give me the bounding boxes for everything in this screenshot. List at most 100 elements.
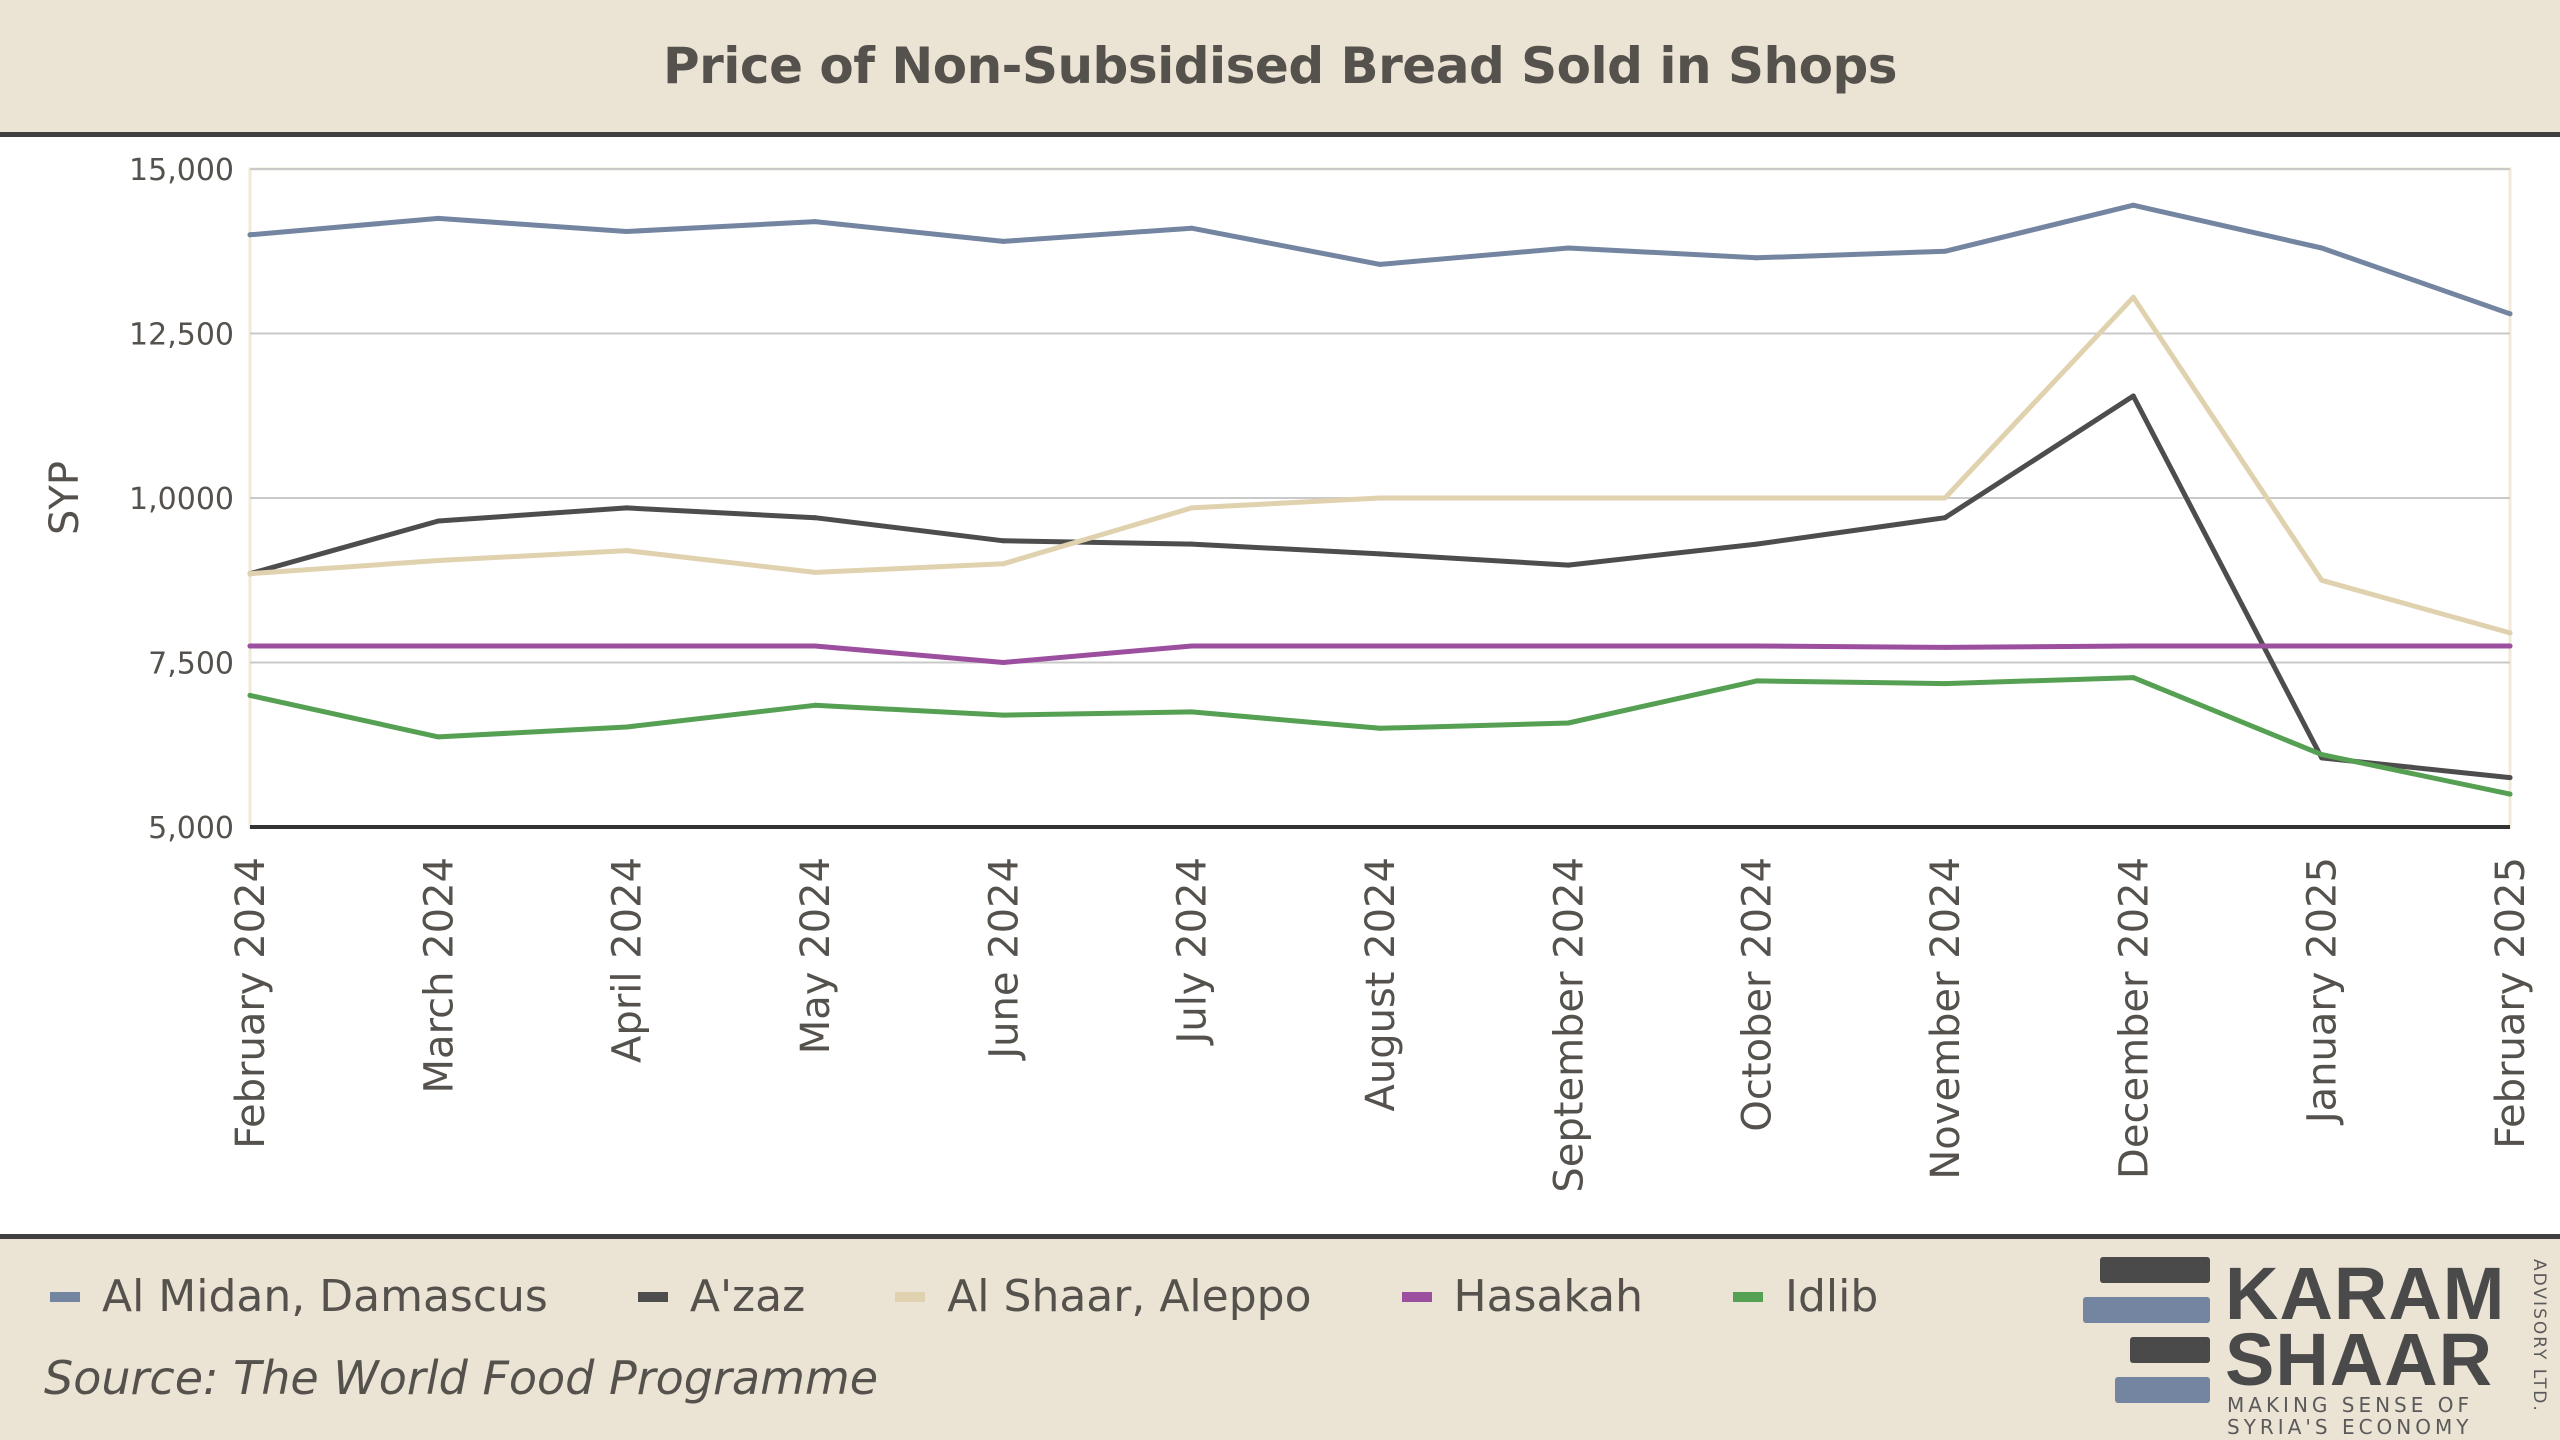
data-point (2319, 245, 2325, 251)
data-point (624, 724, 630, 730)
data-point (435, 558, 441, 564)
series-line (247, 675, 2513, 797)
logo-bar (2100, 1257, 2210, 1283)
data-point (1000, 238, 1006, 244)
x-tick-label: April 2024 (605, 857, 651, 1063)
chart-legend: Al Midan, Damascus A'zaz Al Shaar, Aleppo H… (50, 1271, 1968, 1322)
chart-title: Price of Non-Subsidised Bread Sold in Sh… (662, 37, 1898, 95)
data-point (1000, 538, 1006, 544)
legend-label: Al Shaar, Aleppo (947, 1271, 1312, 1322)
data-point (1377, 643, 1383, 649)
data-point (1942, 495, 1948, 501)
data-point (2319, 577, 2325, 583)
y-tick-label: 1,0000 (129, 482, 234, 517)
data-point (624, 505, 630, 511)
x-tick-label: August 2024 (1358, 857, 1404, 1112)
x-tick-label: September 2024 (1546, 857, 1592, 1193)
data-point (1754, 678, 1760, 684)
data-point (624, 548, 630, 554)
karam-shaar-logo: KARAM SHAAR MAKING SENSE OF SYRIA'S ECON… (2075, 1252, 2555, 1439)
series-line (247, 202, 2513, 317)
x-tick-label: February 2025 (2488, 857, 2534, 1149)
x-tick-label: March 2024 (416, 857, 462, 1093)
data-point (2319, 643, 2325, 649)
data-point (812, 515, 818, 521)
data-point (2319, 752, 2325, 758)
data-point (247, 643, 253, 649)
x-tick-label: October 2024 (1735, 857, 1781, 1132)
data-point (1942, 681, 1948, 687)
logo-text-shaar: SHAAR (2225, 1318, 2494, 1401)
data-point (812, 702, 818, 708)
data-point (1754, 495, 1760, 501)
legend-label: Al Midan, Damascus (102, 1271, 548, 1322)
data-point (2507, 791, 2513, 797)
y-axis-title: SYP (42, 461, 88, 535)
y-tick-label: 7,500 (148, 647, 234, 682)
data-point (2130, 202, 2136, 208)
logo-tagline-2: SYRIA'S ECONOMY (2227, 1415, 2473, 1439)
x-tick-label: November 2024 (1923, 857, 1969, 1180)
logo-tagline-1: MAKING SENSE OF (2227, 1393, 2473, 1417)
y-tick-label: 5,000 (148, 811, 234, 846)
data-point (2507, 630, 2513, 636)
footer: Al Midan, Damascus A'zaz Al Shaar, Aleppo H… (0, 1234, 2560, 1440)
data-point (2130, 393, 2136, 399)
legend-label: Idlib (1785, 1271, 1879, 1322)
logo-bar (2130, 1337, 2210, 1363)
y-tick-label: 15,000 (129, 153, 234, 188)
data-point (1565, 495, 1571, 501)
logo-bar (2115, 1377, 2210, 1403)
data-point (1565, 562, 1571, 568)
legend-item: Al Shaar, Aleppo (895, 1271, 1312, 1322)
line-chart: 5,000 7,500 1,0000 12,500 15,000 SYP February … (42, 153, 2534, 1193)
legend-label: Hasakah (1453, 1271, 1644, 1322)
data-point (1942, 248, 1948, 254)
x-tick-label: December 2024 (2111, 857, 2157, 1179)
data-point (247, 232, 253, 238)
data-point (435, 643, 441, 649)
legend-item: A'zaz (637, 1271, 806, 1322)
data-point (1377, 551, 1383, 557)
data-point (1189, 709, 1195, 715)
data-point (2507, 775, 2513, 781)
data-point (1754, 255, 1760, 261)
data-point (1377, 495, 1383, 501)
data-point (2130, 675, 2136, 681)
data-point (2130, 294, 2136, 300)
x-tick-label: June 2024 (981, 857, 1027, 1062)
plot-area: 5,000 7,500 1,0000 12,500 15,000 SYP February … (0, 137, 2560, 1234)
legend-label: A'zaz (689, 1271, 806, 1322)
data-point (435, 518, 441, 524)
data-point (1000, 712, 1006, 718)
data-point (1000, 561, 1006, 567)
data-point (1189, 541, 1195, 547)
data-point (1189, 505, 1195, 511)
data-point (1942, 644, 1948, 650)
y-tick-label: 12,500 (129, 318, 234, 353)
legend-swatch (50, 1291, 80, 1302)
legend-swatch (1401, 1291, 1432, 1302)
chart-header: Price of Non-Subsidised Bread Sold in Sh… (0, 0, 2560, 137)
data-point (1754, 643, 1760, 649)
data-point (1754, 541, 1760, 547)
series-line (247, 393, 2513, 781)
data-point (1942, 515, 1948, 521)
data-point (1565, 643, 1571, 649)
data-point (247, 571, 253, 577)
legend-swatch (1733, 1291, 1763, 1302)
x-tick-label: July 2024 (1170, 857, 1216, 1046)
data-point (1565, 720, 1571, 726)
data-point (2507, 311, 2513, 317)
data-point (2130, 643, 2136, 649)
logo-bar (2083, 1297, 2210, 1323)
data-point (1377, 725, 1383, 731)
logo-text-karam: KARAM (2225, 1252, 2506, 1335)
data-point (812, 219, 818, 225)
x-tick-label: January 2025 (2300, 857, 2346, 1126)
data-point (812, 643, 818, 649)
data-point (1189, 643, 1195, 649)
x-tick-label: February 2024 (228, 857, 274, 1149)
data-point (1189, 225, 1195, 231)
data-point (812, 569, 818, 575)
